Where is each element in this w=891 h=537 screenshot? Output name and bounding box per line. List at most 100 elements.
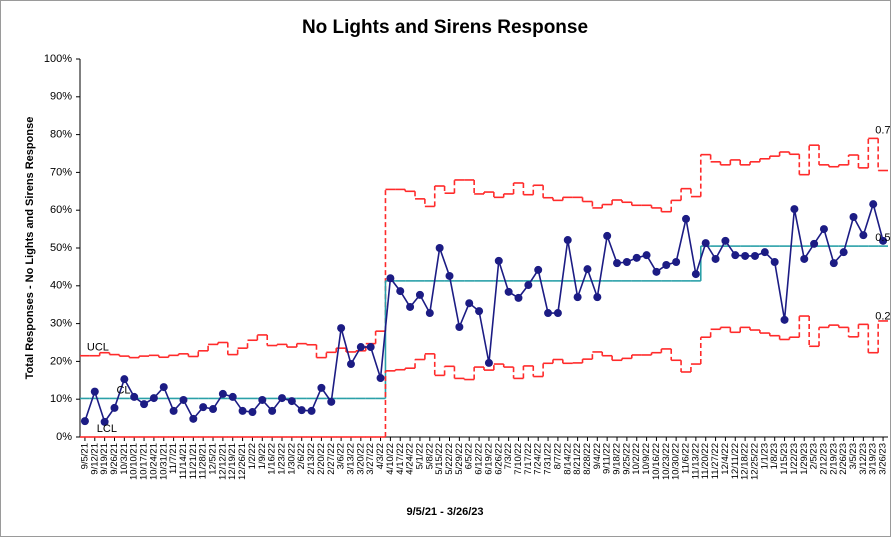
x-tick-label: 9/5/21	[79, 443, 90, 469]
x-tick-label: 10/9/22	[641, 443, 652, 475]
x-tick-label: 6/5/22	[464, 443, 475, 469]
data-point	[810, 239, 819, 248]
data-point	[484, 358, 493, 367]
data-point	[750, 251, 759, 260]
data-point	[297, 406, 306, 415]
data-point	[327, 397, 336, 406]
data-point	[189, 414, 198, 423]
data-point	[455, 323, 464, 332]
x-tick-label: 3/26/23	[878, 443, 889, 475]
x-tick-label: 1/15/23	[779, 443, 790, 475]
x-tick-label: 6/12/22	[474, 443, 485, 475]
data-point	[652, 267, 661, 276]
x-tick-label: 3/27/22	[365, 443, 376, 475]
data-point	[642, 251, 651, 260]
x-tick-label: 2/20/22	[316, 443, 327, 475]
data-point	[859, 231, 868, 240]
data-point	[209, 405, 218, 414]
data-point	[346, 360, 355, 369]
annotation: 0.51	[875, 232, 891, 244]
data-point	[248, 408, 257, 417]
x-tick-label: 6/26/22	[493, 443, 504, 475]
x-tick-label: 8/21/22	[572, 443, 583, 475]
x-tick-label: 12/11/22	[730, 443, 741, 479]
x-tick-label: 7/3/22	[503, 443, 514, 469]
data-point	[356, 343, 365, 352]
x-tick-label: 11/7/21	[168, 443, 179, 474]
x-tick-label: 5/8/22	[424, 443, 435, 469]
data-point	[662, 261, 671, 270]
x-tick-label: 12/18/22	[740, 443, 751, 480]
x-tick-label: 8/28/22	[582, 443, 593, 475]
data-point	[445, 271, 454, 280]
data-point	[593, 293, 602, 302]
x-tick-label: 7/17/22	[523, 443, 534, 475]
data-point	[376, 374, 385, 383]
y-tick-label: 80%	[50, 129, 72, 141]
x-tick-label: 2/12/23	[818, 443, 829, 475]
x-tick-label: 10/17/21	[139, 443, 150, 480]
data-point	[514, 293, 523, 302]
x-tick-label: 11/21/21	[188, 443, 199, 479]
data-point	[80, 417, 89, 426]
x-tick-label: 1/9/22	[257, 443, 268, 469]
x-tick-label: 10/31/21	[158, 443, 169, 480]
data-point	[386, 274, 395, 283]
data-point	[583, 265, 592, 274]
data-point	[406, 302, 415, 311]
data-point	[553, 309, 562, 318]
annotation: 0.75	[875, 124, 891, 136]
data-point	[721, 236, 730, 245]
annotation: CL	[116, 384, 130, 396]
data-point	[524, 281, 533, 290]
data-point	[800, 254, 809, 263]
data-point	[790, 205, 799, 214]
x-tick-label: 5/22/22	[444, 443, 455, 475]
data-point	[849, 213, 858, 222]
x-tick-label: 5/29/22	[454, 443, 465, 475]
y-tick-label: 30%	[50, 318, 72, 330]
x-tick-label: 2/26/23	[838, 443, 849, 475]
x-tick-label: 4/3/22	[375, 443, 386, 469]
x-tick-label: 2/13/22	[306, 443, 317, 475]
y-axis-title: Total Responses - No Lights and Sirens R…	[24, 117, 36, 380]
data-point	[159, 383, 168, 392]
y-tick-label: 10%	[50, 393, 72, 405]
data-point	[701, 239, 710, 248]
data-point	[228, 392, 237, 401]
x-tick-label: 1/2/22	[247, 443, 258, 469]
data-point	[287, 397, 296, 406]
x-tick-label: 2/5/23	[809, 443, 820, 469]
x-tick-label: 3/12/23	[858, 443, 869, 475]
data-point	[169, 406, 178, 415]
x-tick-label: 3/19/23	[868, 443, 879, 475]
x-tick-label: 10/10/21	[129, 443, 140, 480]
x-tick-label: 1/22/23	[789, 443, 800, 475]
x-tick-label: 2/6/22	[296, 443, 307, 469]
data-point	[475, 307, 484, 316]
x-tick-label: 12/5/21	[208, 443, 219, 475]
data-point	[435, 244, 444, 252]
data-point	[179, 395, 188, 404]
data-point	[366, 343, 375, 352]
x-tick-label: 1/1/23	[759, 443, 770, 469]
y-tick-label: 90%	[50, 91, 72, 103]
data-point	[839, 248, 848, 257]
x-tick-label: 12/4/22	[720, 443, 731, 475]
data-point	[218, 389, 227, 398]
data-point	[544, 309, 553, 318]
data-point	[622, 257, 631, 266]
x-tick-label: 1/23/22	[277, 443, 288, 475]
x-tick-label: 3/20/22	[355, 443, 366, 475]
data-point	[130, 392, 139, 401]
annotation: LCL	[97, 423, 117, 435]
x-axis-title: 9/5/21 - 3/26/23	[406, 506, 483, 518]
data-point	[504, 287, 513, 296]
x-tick-label: 7/31/22	[543, 443, 554, 475]
annotation: UCL	[87, 342, 109, 354]
data-point	[238, 406, 247, 415]
x-tick-label: 5/1/22	[414, 443, 425, 469]
y-tick-label: 70%	[50, 166, 72, 178]
y-tick-label: 100%	[44, 53, 72, 65]
